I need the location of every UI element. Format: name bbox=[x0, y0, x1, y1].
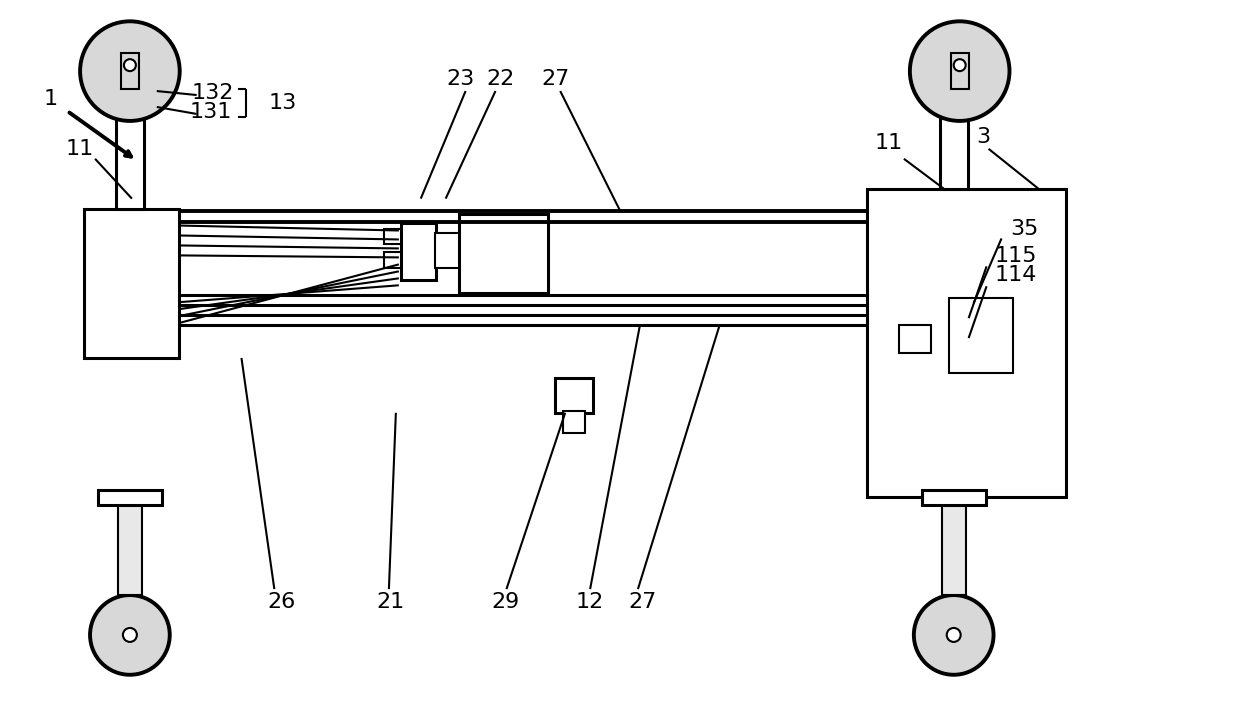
Text: 35: 35 bbox=[1011, 218, 1038, 238]
Bar bbox=[384, 228, 401, 244]
Bar bbox=[84, 209, 178, 358]
Bar bbox=[116, 109, 144, 209]
Circle shape bbox=[124, 59, 136, 71]
Text: 27: 27 bbox=[628, 592, 657, 612]
Bar bbox=[384, 253, 401, 269]
Text: 26: 26 bbox=[268, 592, 295, 612]
Circle shape bbox=[81, 22, 180, 121]
Bar bbox=[950, 53, 969, 89]
Bar bbox=[900, 325, 930, 353]
Text: 29: 29 bbox=[492, 592, 519, 612]
Bar bbox=[922, 490, 985, 505]
Bar bbox=[867, 189, 1067, 498]
Bar bbox=[555, 378, 593, 413]
Circle shape bbox=[909, 22, 1010, 121]
Circle shape bbox=[90, 595, 170, 675]
Bar bbox=[949, 298, 1014, 373]
Bar bbox=[435, 233, 460, 269]
Bar bbox=[942, 500, 965, 595]
Text: 11: 11 bbox=[66, 139, 94, 159]
Text: 114: 114 bbox=[995, 266, 1037, 285]
Text: 12: 12 bbox=[576, 592, 605, 612]
Bar bbox=[121, 53, 139, 89]
Bar bbox=[458, 213, 549, 293]
Bar bbox=[401, 223, 436, 280]
Text: 115: 115 bbox=[995, 246, 1037, 266]
Text: 23: 23 bbox=[446, 69, 475, 89]
Circle shape bbox=[123, 628, 136, 642]
Text: 132: 132 bbox=[191, 83, 233, 103]
Circle shape bbox=[954, 59, 965, 71]
Circle shape bbox=[914, 595, 994, 675]
Circle shape bbox=[947, 628, 960, 642]
Text: 131: 131 bbox=[190, 102, 232, 122]
Bar bbox=[564, 411, 585, 433]
Bar bbox=[939, 104, 968, 189]
Bar bbox=[118, 500, 141, 595]
Text: 1: 1 bbox=[43, 89, 57, 109]
Text: 27: 27 bbox=[541, 69, 570, 89]
Bar bbox=[98, 490, 162, 505]
Text: 21: 21 bbox=[377, 592, 405, 612]
Text: 3: 3 bbox=[976, 127, 991, 147]
Text: 22: 22 bbox=[487, 69, 514, 89]
Text: 13: 13 bbox=[269, 93, 296, 113]
Text: 11: 11 bbox=[875, 133, 903, 153]
